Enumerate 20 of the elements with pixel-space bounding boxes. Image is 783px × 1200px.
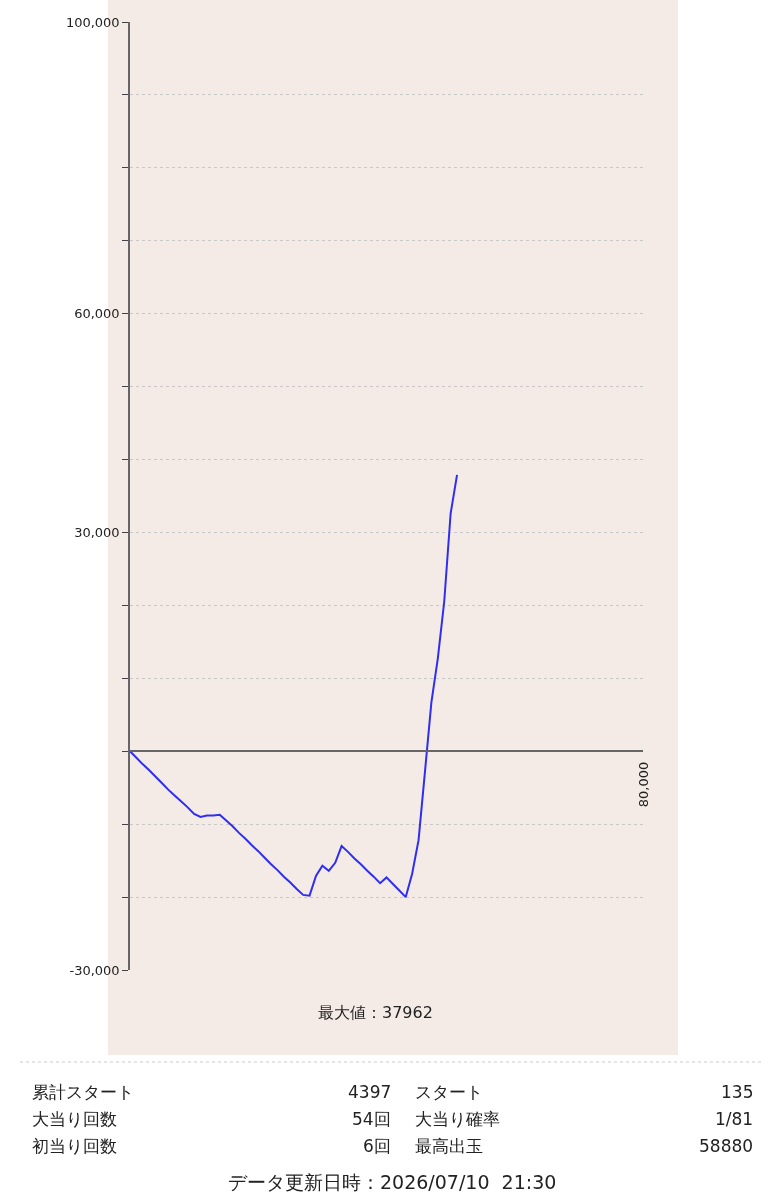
text: 最大値：37962 [318,1003,433,1022]
text: 6回 [363,1136,391,1156]
y-tick-label: -30,000 [69,962,120,978]
text: 58880 [699,1136,754,1156]
annotation: 80,000 [635,761,651,808]
text: 累計スタート [32,1082,134,1102]
text: スタート [415,1082,483,1102]
text: 大当り回数 [32,1109,117,1129]
text: 初当り回数 [32,1136,117,1156]
y-tick-label: 100,000 [65,14,120,30]
text: 最高出玉 [415,1136,483,1156]
text: 大当り確率 [415,1109,500,1129]
y-tick-label: 30,000 [74,525,120,541]
text: データ更新日時：2026/07/10 21:30 [228,1171,557,1193]
text: 54回 [352,1109,391,1129]
y-tick-label: 60,000 [74,306,120,322]
line-series [130,473,459,899]
text: 4397 [348,1082,392,1102]
text: 1/81 [715,1109,754,1129]
text: 135 [721,1082,754,1102]
